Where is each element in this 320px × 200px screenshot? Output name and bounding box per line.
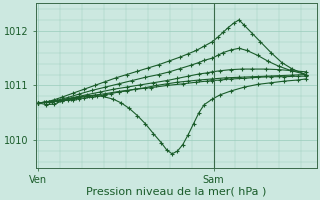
X-axis label: Pression niveau de la mer( hPa ): Pression niveau de la mer( hPa ) (86, 187, 266, 197)
